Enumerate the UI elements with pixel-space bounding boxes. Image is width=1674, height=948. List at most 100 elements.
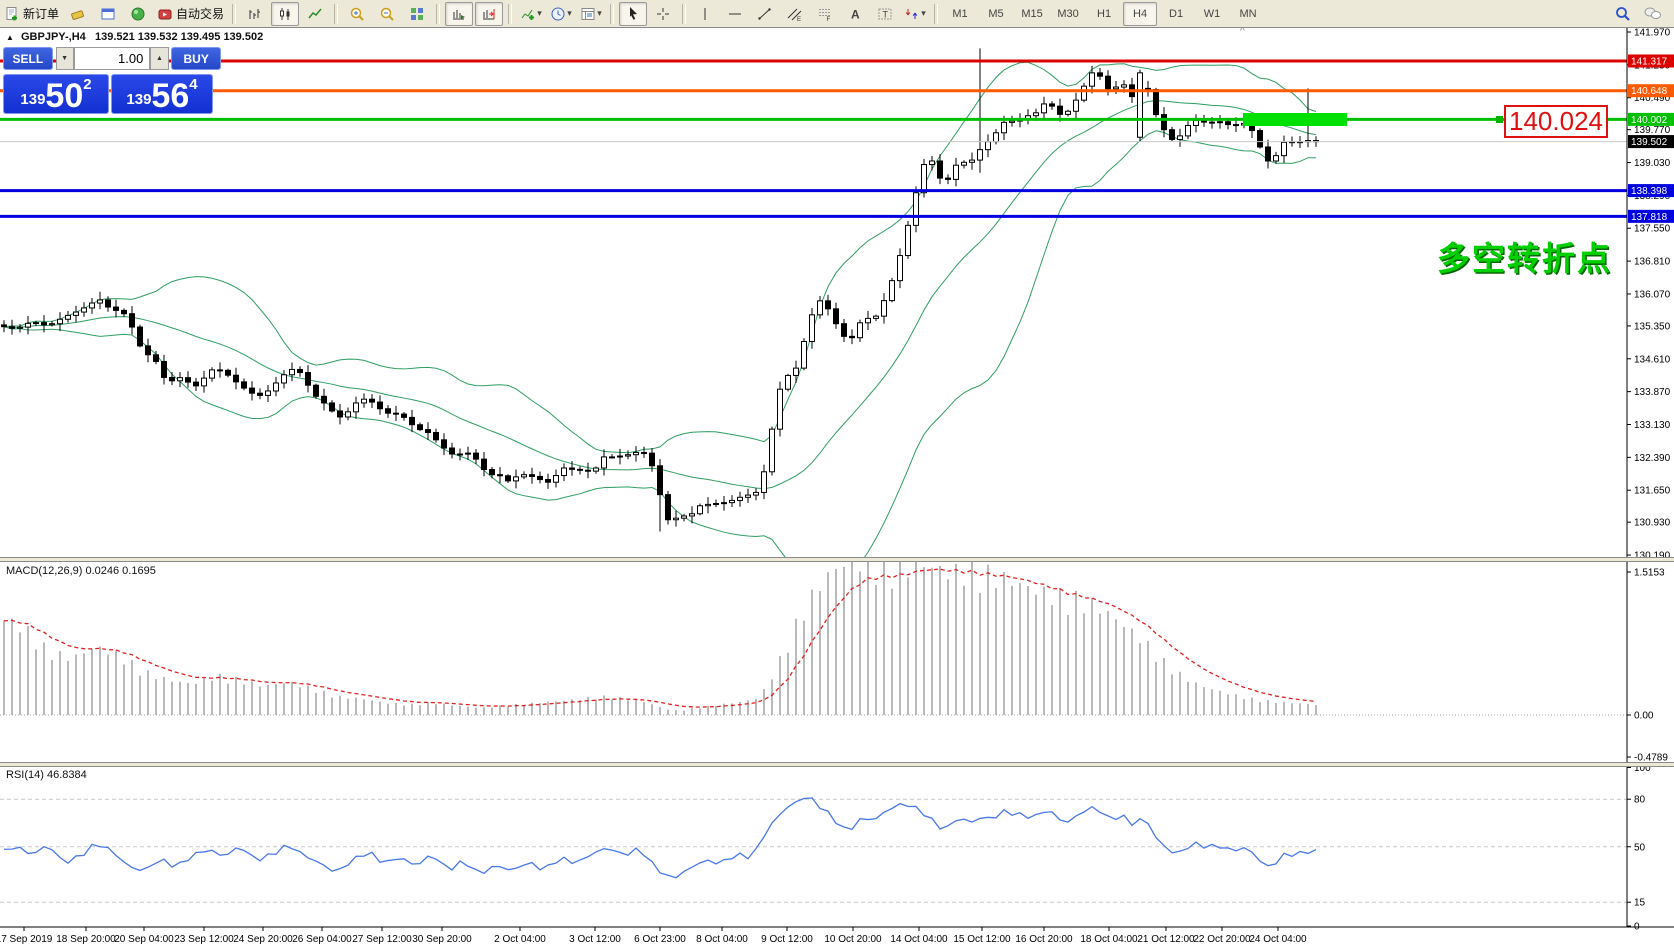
periods-button[interactable]: ▾ bbox=[547, 2, 575, 26]
arrows-tool-button[interactable]: ▾ bbox=[901, 2, 929, 26]
timeframe-m1[interactable]: M1 bbox=[952, 7, 968, 20]
svg-text:140.648: 140.648 bbox=[1631, 86, 1668, 97]
svg-text:140.490: 140.490 bbox=[1634, 93, 1671, 104]
rsi-panel bbox=[0, 797, 1627, 903]
callout-anchor-handle[interactable] bbox=[1496, 116, 1503, 123]
cursor-button[interactable] bbox=[619, 1, 648, 26]
data-window-button[interactable] bbox=[94, 2, 122, 26]
svg-text:14 Oct 04:00: 14 Oct 04:00 bbox=[890, 934, 948, 945]
candlestick-series bbox=[1, 48, 1319, 532]
one-click-trading-panel: SELL ▼ 1.00 ▲ BUY 139 50 2 139 56 4 bbox=[3, 47, 222, 114]
level-lines[interactable] bbox=[0, 59, 1627, 218]
collapse-icon[interactable]: ▲ bbox=[6, 33, 14, 42]
indicators-button[interactable]: ▾ bbox=[517, 2, 545, 26]
svg-text:6 Oct 23:00: 6 Oct 23:00 bbox=[634, 934, 686, 945]
symbol-period-label: GBPJPY-,H4 bbox=[20, 31, 86, 43]
buy-button[interactable]: BUY bbox=[171, 47, 222, 70]
tile-windows-button[interactable] bbox=[403, 2, 431, 26]
price-panel bbox=[1, 48, 1319, 557]
timeframe-m5[interactable]: M5 bbox=[988, 7, 1004, 20]
toolbar-separator bbox=[436, 3, 441, 24]
svg-text:0.00: 0.00 bbox=[1634, 711, 1654, 722]
panel-separator[interactable] bbox=[0, 557, 1674, 562]
zoom-out-button[interactable] bbox=[373, 2, 401, 26]
auto-scroll-icon bbox=[451, 6, 467, 22]
timeframe-w1[interactable]: W1 bbox=[1203, 7, 1221, 20]
navigator-icon bbox=[130, 6, 146, 22]
svg-text:100: 100 bbox=[1634, 763, 1651, 774]
volume-increase-button[interactable]: ▲ bbox=[150, 47, 169, 70]
timeframe-h1[interactable]: H1 bbox=[1097, 7, 1112, 20]
text-label-button[interactable]: T bbox=[871, 2, 899, 26]
market-watch-icon bbox=[70, 6, 86, 22]
price-axis[interactable]: 141.970141.230140.490139.770139.030138.2… bbox=[0, 27, 1674, 933]
search-button[interactable] bbox=[1609, 2, 1637, 26]
sell-price-prefix: 139 bbox=[20, 91, 46, 108]
chevron-down-icon[interactable]: ▾ bbox=[597, 8, 602, 18]
highlight-rectangle[interactable] bbox=[1243, 113, 1347, 126]
svg-text:137.818: 137.818 bbox=[1631, 212, 1668, 223]
chevron-down-icon[interactable]: ▾ bbox=[537, 8, 542, 18]
toolbar-separator bbox=[232, 3, 237, 24]
templates-button[interactable]: ▾ bbox=[577, 2, 605, 26]
zoom-in-icon bbox=[349, 6, 365, 22]
svg-text:3 Oct 12:00: 3 Oct 12:00 bbox=[569, 934, 621, 945]
cursor-icon bbox=[625, 6, 641, 22]
toolbar: 新订单 自动交易 bbox=[0, 0, 1674, 28]
svg-text:138.398: 138.398 bbox=[1631, 186, 1668, 197]
bar-chart-button[interactable] bbox=[241, 2, 269, 26]
new-order-button[interactable]: 新订单 bbox=[1, 2, 62, 26]
text-button[interactable]: A bbox=[841, 2, 869, 26]
svg-text:137.550: 137.550 bbox=[1634, 224, 1671, 235]
toolbar-separator bbox=[334, 3, 339, 24]
timeframe-m15[interactable]: M15 bbox=[1021, 7, 1043, 20]
chat-button[interactable] bbox=[1639, 2, 1667, 26]
navigator-button[interactable] bbox=[124, 2, 152, 26]
timeframe-mn[interactable]: MN bbox=[1239, 7, 1257, 20]
svg-text:131.650: 131.650 bbox=[1634, 486, 1671, 497]
price-callout-box[interactable]: 140.024 bbox=[1504, 105, 1608, 138]
timeframe-h4[interactable]: H4 bbox=[1123, 1, 1158, 26]
buy-price-prefix: 139 bbox=[126, 91, 152, 108]
vertical-line-button[interactable] bbox=[691, 2, 719, 26]
sell-price-box[interactable]: 139 50 2 bbox=[3, 74, 109, 114]
text-label-icon: T bbox=[877, 6, 893, 22]
volume-decrease-button[interactable]: ▼ bbox=[55, 47, 74, 70]
svg-text:27 Sep 12:00: 27 Sep 12:00 bbox=[352, 934, 412, 945]
timeframe-d1[interactable]: D1 bbox=[1169, 7, 1184, 20]
auto-trading-button[interactable]: 自动交易 bbox=[154, 2, 227, 26]
svg-text:24 Sep 20:00: 24 Sep 20:00 bbox=[233, 934, 293, 945]
buy-price-box[interactable]: 139 56 4 bbox=[111, 74, 213, 114]
sell-button[interactable]: SELL bbox=[3, 47, 53, 70]
chart-shift-button[interactable] bbox=[475, 1, 504, 26]
turning-point-annotation[interactable]: 多空转折点 bbox=[1437, 240, 1612, 277]
volume-input[interactable]: 1.00 bbox=[73, 47, 151, 70]
svg-text:24 Oct 04:00: 24 Oct 04:00 bbox=[1249, 934, 1307, 945]
chart-shift-icon bbox=[481, 6, 497, 22]
svg-text:132.390: 132.390 bbox=[1634, 453, 1671, 464]
auto-scroll-button[interactable] bbox=[445, 1, 474, 26]
trendline-button[interactable] bbox=[751, 2, 779, 26]
line-chart-button[interactable] bbox=[301, 2, 329, 26]
chevron-down-icon[interactable]: ▾ bbox=[921, 8, 926, 18]
svg-text:1.5153: 1.5153 bbox=[1634, 568, 1665, 579]
svg-text:2 Oct 04:00: 2 Oct 04:00 bbox=[494, 934, 546, 945]
equidistant-channel-button[interactable]: E bbox=[781, 2, 809, 26]
fibonacci-button[interactable]: F bbox=[811, 2, 839, 26]
vertical-line-icon bbox=[697, 6, 713, 22]
svg-text:0: 0 bbox=[1634, 922, 1640, 933]
market-watch-button[interactable] bbox=[64, 2, 92, 26]
timeframe-m30[interactable]: M30 bbox=[1057, 7, 1079, 20]
macd-title: MACD(12,26,9) 0.0246 0.1695 bbox=[6, 565, 156, 577]
crosshair-button[interactable] bbox=[649, 2, 677, 26]
candlestick-chart-button[interactable] bbox=[271, 1, 300, 26]
zoom-in-button[interactable] bbox=[343, 2, 371, 26]
new-order-label: 新订单 bbox=[23, 7, 60, 21]
horizontal-line-button[interactable] bbox=[721, 2, 749, 26]
toolbar-separator bbox=[934, 3, 939, 24]
chevron-down-icon[interactable]: ▾ bbox=[567, 8, 572, 18]
panel-separator[interactable] bbox=[0, 762, 1674, 767]
